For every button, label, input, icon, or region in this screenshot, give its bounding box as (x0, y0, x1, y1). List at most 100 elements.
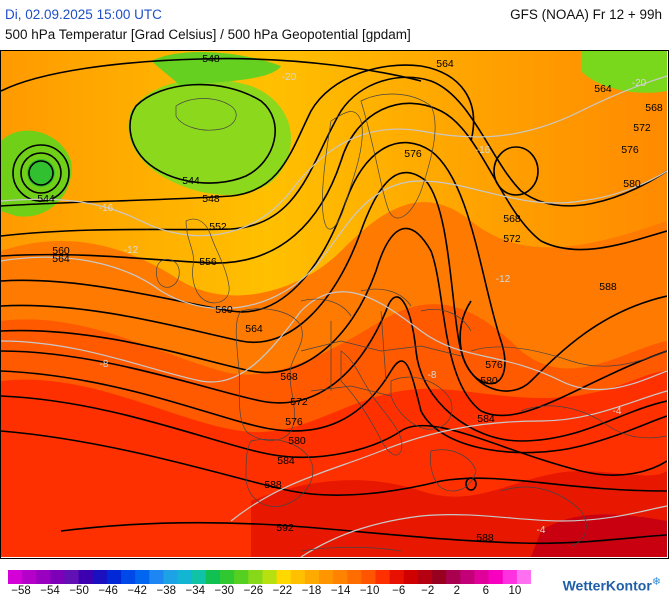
contour-label: 572 (503, 233, 521, 245)
legend-swatch (78, 570, 94, 584)
legend-tick-label: −26 (243, 585, 264, 597)
legend-swatch (163, 570, 179, 584)
legend-tick-label: −14 (330, 585, 351, 597)
contour-label: 576 (485, 359, 503, 371)
legend-swatch (50, 570, 66, 584)
legend-swatch (290, 570, 306, 584)
cold-pool-northeast (581, 51, 667, 93)
map-subtitle: 500 hPa Temperatur [Grad Celsius] / 500 … (5, 27, 411, 42)
legend-swatch (106, 570, 122, 584)
legend-swatch (502, 570, 518, 584)
legend-tick-label: −50 (69, 585, 89, 597)
weather-map: 548 564 564 568 572 576 580 544 548 552 … (0, 50, 669, 559)
contour-label: 572 (633, 122, 651, 134)
legend-tick-label: −10 (359, 585, 380, 597)
contour-label: 580 (623, 178, 641, 190)
contour-label: 544 (182, 175, 200, 187)
legend-swatch (417, 570, 433, 584)
legend-swatch (191, 570, 207, 584)
legend-swatch (92, 570, 108, 584)
legend-swatch (347, 570, 362, 584)
forecast-date: Di, 02.09.2025 15:00 UTC (5, 7, 162, 22)
contour-label: 548 (202, 193, 220, 205)
legend-swatch (516, 570, 531, 584)
legend-tick-label: 2 (453, 585, 460, 597)
isotherm-label: -20 (282, 72, 297, 83)
logo-text: WetterKontor (562, 577, 652, 594)
cold-core-west (27, 159, 55, 187)
contour-label: 584 (277, 455, 295, 467)
legend-swatch (22, 570, 37, 584)
legend-swatch (432, 570, 447, 584)
legend-swatch (460, 570, 475, 584)
contour-labels: 548 564 564 568 572 576 580 544 548 552 … (37, 53, 663, 544)
isotherm-label: -8 (428, 370, 437, 381)
legend-swatch (389, 570, 405, 584)
legend-swatch (488, 570, 504, 584)
legend-swatch (262, 570, 278, 584)
contour-label: 588 (476, 532, 494, 544)
legend-tick-label: −34 (185, 585, 206, 597)
legend-swatch (36, 570, 51, 584)
legend-swatch (361, 570, 377, 584)
legend-tick-label: −58 (11, 585, 31, 597)
cold-pool-north (151, 51, 281, 86)
legend-tick-label: −54 (40, 585, 60, 597)
snowflake-icon: ❄ (651, 576, 661, 588)
isotherm-label: -8 (100, 359, 109, 370)
legend-tick-label: 6 (482, 585, 489, 597)
contour-label: 572 (290, 396, 308, 408)
legend-swatch (177, 570, 193, 584)
isotherm-label: -4 (613, 406, 622, 417)
contour-label: 560 (215, 304, 233, 316)
contour-label: 556 (199, 256, 217, 268)
wetterkontor-logo[interactable]: WetterKontor❄ (563, 575, 661, 594)
legend-swatch (474, 570, 490, 584)
legend-swatch (149, 570, 164, 584)
legend-tick-label: −6 (392, 585, 406, 597)
legend-swatch (318, 570, 334, 584)
legend-swatch (121, 570, 136, 584)
contour-label: 580 (480, 375, 498, 387)
contour-label: 576 (404, 148, 422, 160)
isotherm-label: -16 (476, 145, 491, 156)
legend-tick-label: −42 (127, 585, 147, 597)
contour-label: 564 (245, 323, 263, 335)
contour-label: 564 (52, 253, 70, 265)
legend-swatch (234, 570, 249, 584)
isotherm-label: -16 (99, 203, 114, 214)
contour-label: 560 (52, 245, 70, 257)
contour-label: 576 (285, 416, 303, 428)
legend-swatch (135, 570, 150, 584)
coastlines (155, 93, 667, 552)
temp-field-crimson (531, 514, 667, 557)
contour-label: 568 (280, 371, 298, 383)
contour-label: 552 (209, 221, 227, 233)
contour-label: 544 (37, 193, 55, 205)
legend-tick-label: −30 (214, 585, 235, 597)
contour-label: 588 (599, 281, 617, 293)
legend-swatch (205, 570, 221, 584)
legend-swatch (248, 570, 263, 584)
legend-swatch (64, 570, 80, 584)
legend-swatch (446, 570, 461, 584)
isotherm-label: -12 (124, 245, 139, 256)
legend-tick-label: −2 (421, 585, 435, 597)
contour-label: 580 (288, 435, 306, 447)
legend-swatch (333, 570, 348, 584)
legend-tick-label: −46 (98, 585, 118, 597)
model-run: GFS (NOAA) Fr 12 + 99h (510, 7, 662, 22)
contour-label: 576 (621, 144, 639, 156)
contour-label: 584 (477, 413, 495, 425)
contour-label: 564 (436, 58, 454, 70)
temperature-legend (8, 570, 531, 584)
legend-tick-label: −22 (272, 585, 293, 597)
isotherm-label: -20 (632, 78, 647, 89)
legend-tick-label: −18 (301, 585, 322, 597)
legend-swatch (403, 570, 419, 584)
legend-ticks: −58 −54 −50 −46 −42 −38 −34 −30 −26 −22 −18 −14 −10−… (0, 585, 540, 599)
legend-tick-label: −38 (156, 585, 177, 597)
contour-label: 568 (503, 213, 521, 225)
geopotential-contours (1, 57, 667, 545)
map-canvas: 548 564 564 568 572 576 580 544 548 552 … (1, 51, 667, 557)
